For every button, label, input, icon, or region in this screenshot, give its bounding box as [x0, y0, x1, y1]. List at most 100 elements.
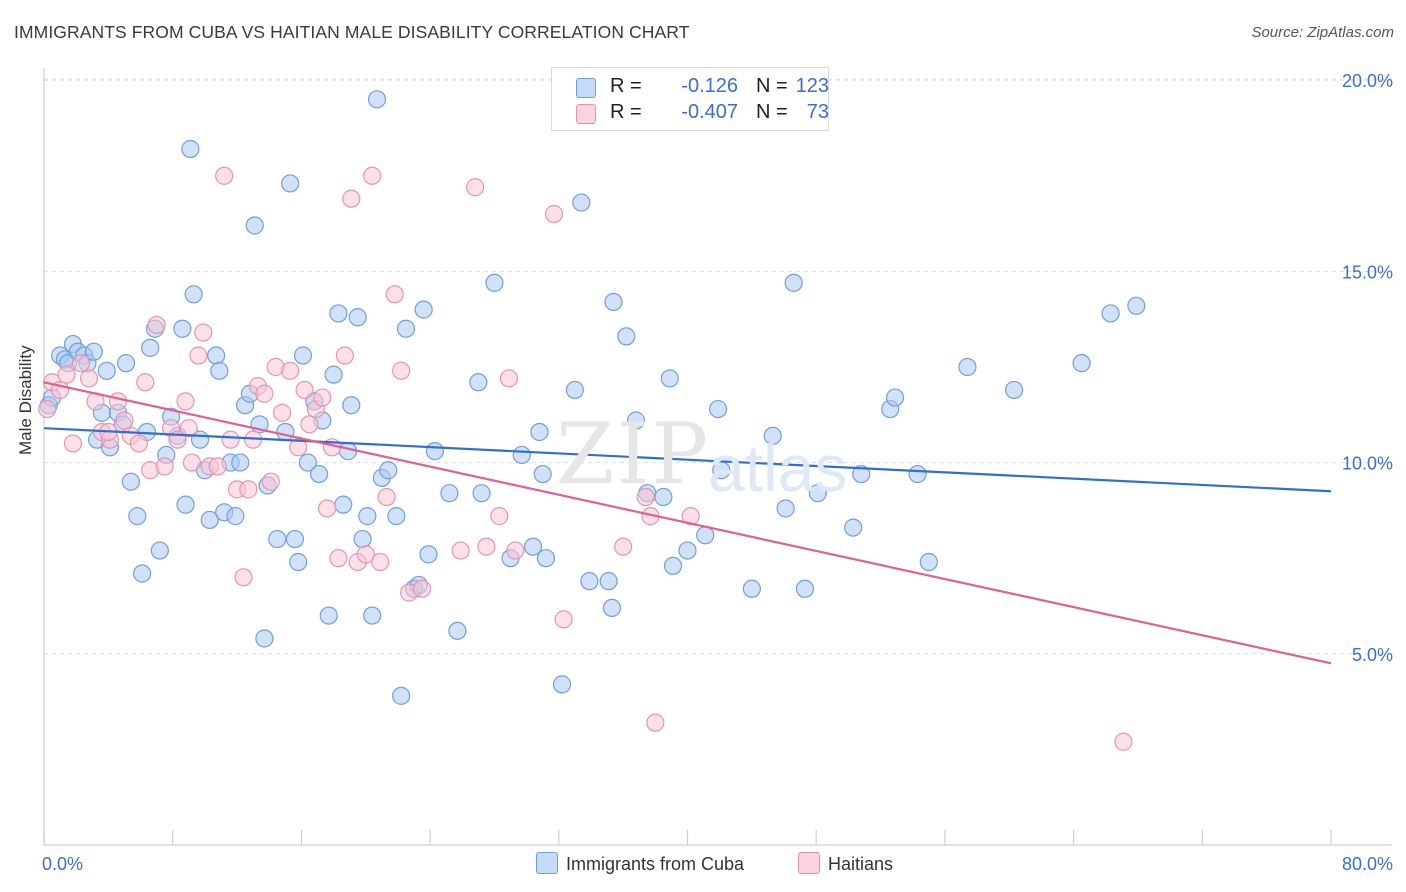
point-haitians: [342, 189, 361, 208]
point-cuba: [663, 556, 683, 575]
point-haitians: [477, 537, 496, 556]
point-cuba: [121, 472, 140, 491]
point-cuba: [268, 529, 287, 549]
point-cuba: [654, 487, 673, 507]
point-cuba: [298, 453, 317, 472]
point-haitians: [215, 166, 234, 185]
point-haitians: [412, 579, 432, 598]
point-cuba: [141, 338, 160, 357]
point-cuba: [958, 357, 977, 377]
point-haitians: [363, 166, 382, 185]
legend-label-haitians: Haitians: [828, 854, 894, 874]
point-cuba: [530, 422, 549, 442]
legend-item-cuba[interactable]: Immigrants from Cuba: [536, 852, 744, 875]
point-cuba: [200, 510, 219, 530]
point-haitians: [544, 204, 564, 224]
point-haitians: [329, 549, 348, 568]
point-cuba: [379, 461, 398, 480]
point-haitians: [371, 552, 390, 572]
point-haitians: [356, 545, 375, 564]
point-haitians: [614, 537, 633, 556]
point-haitians: [506, 541, 525, 560]
point-cuba: [116, 354, 136, 373]
point-cuba: [181, 139, 200, 159]
n-label: N =: [756, 75, 788, 97]
point-cuba: [358, 507, 377, 526]
point-cuba: [626, 411, 646, 430]
axes: [43, 68, 1392, 846]
legend-swatch-cuba: [536, 852, 558, 874]
point-cuba: [338, 442, 358, 461]
point-cuba: [329, 304, 348, 323]
point-cuba: [419, 545, 438, 564]
point-cuba: [908, 464, 927, 484]
point-cuba: [319, 606, 338, 625]
point-cuba: [173, 319, 192, 338]
point-haitians: [490, 507, 509, 526]
point-haitians: [554, 610, 573, 629]
y-axis-label: Male Disability: [16, 345, 35, 455]
point-cuba: [919, 552, 938, 572]
point-cuba: [176, 495, 195, 514]
point-cuba: [276, 422, 295, 442]
point-cuba: [1101, 304, 1120, 323]
point-cuba: [293, 346, 313, 365]
point-cuba: [536, 549, 556, 568]
point-haitians: [499, 369, 519, 388]
point-cuba: [392, 686, 411, 705]
point-cuba: [396, 319, 416, 338]
r-value: -0.126: [681, 75, 738, 97]
point-haitians: [63, 434, 83, 453]
n-label: N =: [756, 101, 788, 123]
point-haitians: [318, 499, 337, 518]
point-cuba: [523, 537, 543, 556]
legend-swatch-cuba: [576, 78, 596, 98]
point-cuba: [324, 365, 343, 384]
point-cuba: [1127, 296, 1146, 315]
point-cuba: [309, 464, 329, 484]
point-haitians: [182, 453, 202, 472]
point-cuba: [348, 308, 367, 327]
point-cuba: [565, 380, 584, 400]
point-haitians: [261, 472, 280, 491]
point-cuba: [1004, 380, 1024, 400]
n-value: 123: [795, 75, 829, 97]
point-cuba: [678, 541, 697, 560]
point-cuba: [660, 369, 679, 388]
y-tick-label: 5.0%: [1352, 645, 1393, 665]
point-haitians: [147, 315, 166, 335]
point-cuba: [617, 327, 636, 346]
point-haitians: [636, 487, 655, 507]
point-cuba: [210, 361, 229, 380]
point-cuba: [184, 285, 203, 304]
point-haitians: [466, 178, 485, 197]
point-haitians: [1114, 732, 1133, 751]
point-haitians: [38, 399, 57, 419]
point-cuba: [885, 388, 905, 407]
point-cuba: [696, 526, 715, 545]
point-cuba: [289, 552, 308, 572]
point-haitians: [194, 323, 213, 342]
point-cuba: [334, 495, 353, 514]
point-cuba: [552, 675, 572, 694]
y-tick-label: 20.0%: [1342, 71, 1393, 91]
point-haitians: [189, 346, 208, 365]
point-cuba: [572, 193, 591, 212]
point-haitians: [646, 713, 665, 732]
point-cuba: [425, 442, 445, 461]
point-haitians: [108, 392, 128, 411]
correlation-legend: R = -0.126 N = 123 R = -0.407 N = 73: [551, 67, 829, 131]
point-haitians: [221, 430, 240, 449]
point-cuba: [533, 464, 552, 484]
point-cuba: [84, 342, 103, 361]
point-haitians: [136, 373, 155, 392]
r-value: -0.407: [681, 101, 738, 123]
point-haitians: [234, 568, 253, 587]
y-tick-label: 10.0%: [1342, 454, 1393, 474]
watermark-zip: ZIP: [556, 405, 711, 503]
legend-item-haitians[interactable]: Haitians: [798, 852, 893, 875]
point-cuba: [448, 621, 467, 640]
point-cuba: [469, 373, 488, 392]
point-cuba: [97, 361, 116, 380]
point-cuba: [784, 273, 803, 292]
